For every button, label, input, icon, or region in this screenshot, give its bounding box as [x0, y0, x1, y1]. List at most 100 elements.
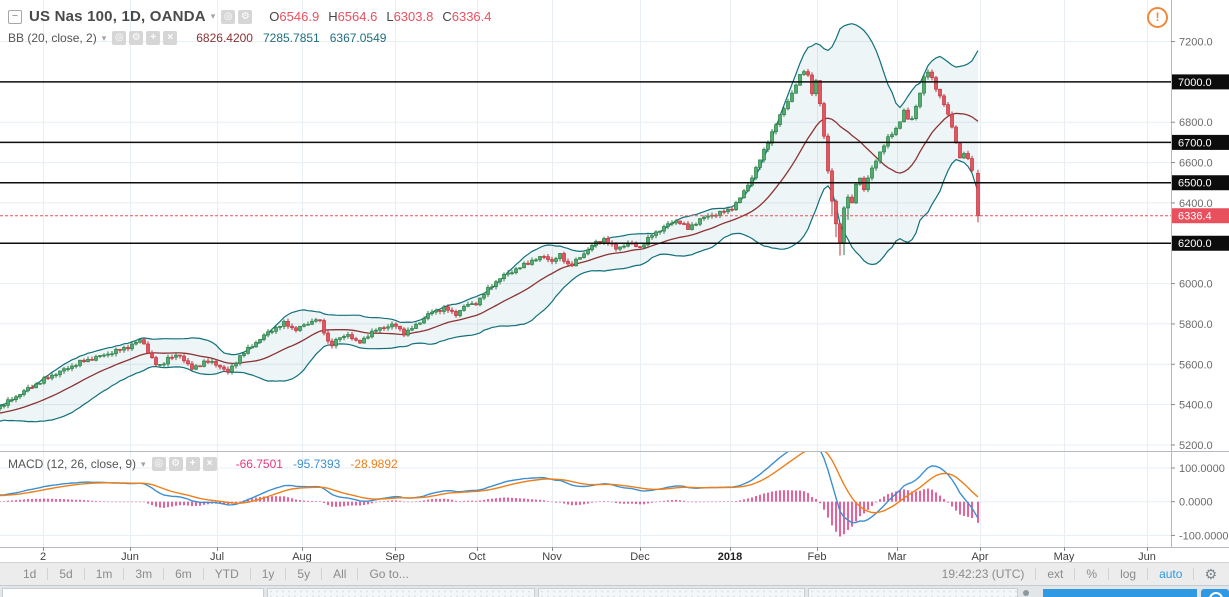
macd-signal-value: -28.9892: [350, 457, 398, 471]
bb-lower-value: 6367.0549: [329, 31, 387, 45]
toolbar-separator: [1108, 568, 1110, 580]
bb-gear-icon[interactable]: ⚙: [129, 31, 144, 45]
range-button-6m[interactable]: 6m: [175, 567, 192, 581]
bottom-toolbar: 1d 5d 1m 3m 6m YTD 1y 5y All Go to... 19:42:23 (U…: [0, 562, 1229, 585]
scale-toggle-ext[interactable]: ext: [1047, 567, 1064, 581]
bottom-panel-tab-1[interactable]: [2, 588, 264, 597]
toolbar-separator: [1035, 568, 1037, 580]
blue-action-button-partial[interactable]: [1043, 589, 1197, 597]
ohlc-readout: O6546.9 H6564.6 L6303.8 C6336.4: [269, 9, 500, 24]
eye-toggle-icon[interactable]: ◎: [221, 9, 236, 24]
chat-icon: [1209, 592, 1223, 597]
bollinger-bands: [0, 23, 979, 423]
bb-eye-icon[interactable]: ◎: [112, 31, 127, 45]
candlestick-series: [0, 68, 980, 412]
range-button-3m[interactable]: 3m: [135, 567, 153, 581]
chart-settings-gear-icon[interactable]: ⚙: [1204, 565, 1217, 582]
macd-status-row: MACD (12, 26, close, 9) ▾ ◎ ⚙ + × -66.75…: [8, 457, 398, 471]
toolbar-separator: [202, 568, 204, 580]
bb-status-row: BB (20, close, 2) ▾ ◎ ⚙ + × 6826.4200 72…: [8, 31, 386, 45]
toolbar-separator: [1147, 568, 1149, 580]
svg-text:Nov: Nov: [542, 551, 562, 562]
macd-close-icon[interactable]: ×: [202, 457, 217, 471]
toolbar-separator: [123, 568, 125, 580]
symbol-caret-icon[interactable]: ▾: [210, 11, 216, 21]
panel-gear-icon[interactable]: [1023, 590, 1029, 596]
svg-text:7200.0: 7200.0: [1179, 37, 1213, 49]
toolbar-separator: [357, 568, 359, 580]
bb-caret-icon[interactable]: ▾: [101, 32, 107, 43]
clock-utc[interactable]: 19:42:23 (UTC): [941, 567, 1025, 581]
svg-text:Apr: Apr: [971, 551, 988, 562]
range-button-5y[interactable]: 5y: [297, 567, 311, 581]
svg-text:100.0000: 100.0000: [1179, 463, 1225, 475]
svg-text:6600.0: 6600.0: [1179, 158, 1213, 170]
svg-text:Oct: Oct: [468, 551, 485, 562]
symbol-status-row: − US Nas 100, 1D, OANDA ▾ ◎ ⚙ O6546.9 H65…: [8, 8, 501, 25]
toolbar-separator: [1193, 568, 1195, 580]
svg-text:2: 2: [40, 551, 46, 562]
symbol-title[interactable]: US Nas 100, 1D, OANDA: [29, 8, 206, 25]
open-label: O: [269, 9, 280, 24]
close-label: C: [442, 9, 452, 24]
svg-text:6200.0: 6200.0: [1178, 238, 1212, 250]
svg-text:Jun: Jun: [1138, 551, 1156, 562]
toolbar-separator: [321, 568, 323, 580]
svg-text:5600.0: 5600.0: [1179, 359, 1213, 371]
delayed-data-warning-icon[interactable]: !: [1147, 7, 1168, 28]
price-axis[interactable]: 7200.0 6800.0 6600.0 6400.0 6000.0 5800.0 5600…: [1171, 37, 1229, 543]
bottom-panel-tab-2[interactable]: [267, 588, 535, 597]
svg-text:6336.4: 6336.4: [1178, 211, 1212, 223]
range-button-5d[interactable]: 5d: [59, 567, 73, 581]
svg-text:Jun: Jun: [121, 551, 139, 562]
toolbar-right-group: 19:42:23 (UTC) ext% log auto ⚙: [931, 563, 1219, 585]
svg-text:Feb: Feb: [808, 551, 827, 562]
horizontal-level-lines[interactable]: [0, 81, 1171, 244]
price-chart-canvas[interactable]: 7200.0 6800.0 6600.0 6400.0 6000.0 5800.0 5600…: [0, 0, 1229, 562]
range-button-all[interactable]: All: [333, 567, 347, 581]
bottom-panel-tab-4[interactable]: [808, 588, 1018, 597]
time-axis[interactable]: 2 Jun Jul Aug Sep Oct Nov Dec 2018 Feb Mar Apr May Ju…: [40, 547, 1156, 562]
macd-add-icon[interactable]: +: [185, 457, 200, 471]
svg-text:6800.0: 6800.0: [1179, 117, 1213, 129]
low-label: L: [386, 9, 394, 24]
bb-add-icon[interactable]: +: [146, 31, 161, 45]
scale-toggle-log[interactable]: log: [1120, 567, 1137, 581]
toolbar-separator: [83, 568, 85, 580]
chart-area[interactable]: 7200.0 6800.0 6600.0 6400.0 6000.0 5800.0 5600…: [0, 0, 1229, 562]
gear-settings-icon[interactable]: ⚙: [238, 9, 253, 24]
toolbar-separator: [1074, 568, 1076, 580]
bb-upper-value: 7285.7851: [262, 31, 320, 45]
svg-text:-100.0000: -100.0000: [1179, 530, 1229, 542]
macd-indicator-label[interactable]: MACD (12, 26, close, 9): [8, 457, 137, 471]
svg-text:Jul: Jul: [210, 551, 224, 562]
range-button-1d[interactable]: 1d: [23, 567, 37, 581]
goto-date-button[interactable]: Go to...: [369, 567, 409, 581]
bb-close-icon[interactable]: ×: [163, 31, 178, 45]
bb-indicator-label[interactable]: BB (20, close, 2): [8, 31, 97, 45]
macd-line-value: -95.7393: [292, 457, 341, 471]
svg-text:2018: 2018: [718, 551, 742, 562]
chat-bubble-button-partial[interactable]: [1201, 589, 1229, 597]
macd-eye-icon[interactable]: ◎: [151, 457, 166, 471]
open-value: 6546.9: [279, 9, 320, 24]
scale-toggle-auto[interactable]: auto: [1159, 567, 1183, 581]
svg-text:Mar: Mar: [888, 551, 907, 562]
range-button-1m[interactable]: 1m: [95, 567, 113, 581]
low-value: 6303.8: [393, 9, 434, 24]
macd-caret-icon[interactable]: ▾: [141, 458, 146, 469]
range-button-1y[interactable]: 1y: [261, 567, 275, 581]
svg-text:Dec: Dec: [630, 551, 650, 562]
svg-text:6700.0: 6700.0: [1178, 137, 1212, 149]
range-button-ytd[interactable]: YTD: [214, 567, 239, 581]
macd-gear-icon[interactable]: ⚙: [168, 457, 183, 471]
toolbar-separator: [249, 568, 251, 580]
bottom-panel-tab-3[interactable]: [538, 588, 805, 597]
svg-text:6400.0: 6400.0: [1179, 198, 1213, 210]
close-value: 6336.4: [451, 9, 492, 24]
scale-toggle-percent[interactable]: %: [1086, 567, 1098, 581]
toolbar-separator: [163, 568, 165, 580]
svg-text:5200.0: 5200.0: [1179, 440, 1213, 452]
collapse-pane-icon[interactable]: −: [8, 9, 22, 24]
